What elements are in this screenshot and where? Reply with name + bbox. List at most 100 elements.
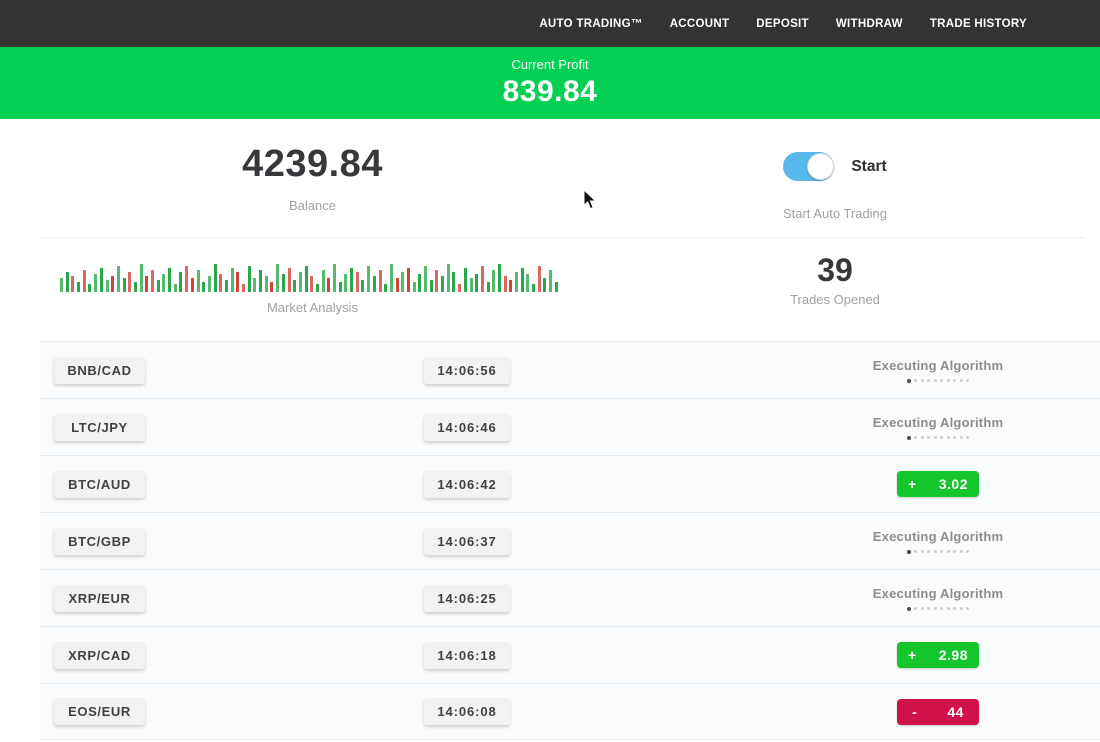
trade-time-badge: 14:06:56 bbox=[424, 356, 510, 384]
trades-opened-value: 39 bbox=[817, 252, 853, 288]
market-analysis-block: Market Analysis bbox=[40, 238, 585, 341]
progress-dot bbox=[946, 436, 950, 439]
market-bar bbox=[412, 282, 416, 292]
market-bar bbox=[207, 276, 211, 292]
market-bar bbox=[520, 268, 524, 292]
auto-trading-block: Start Start Auto Trading bbox=[585, 119, 1085, 237]
market-bar bbox=[435, 270, 439, 292]
progress-dot bbox=[933, 379, 937, 382]
trade-status: Executing Algorithm bbox=[838, 586, 1038, 611]
market-bar bbox=[537, 266, 541, 292]
progress-dot bbox=[914, 550, 918, 553]
start-auto-trading-label: Start Auto Trading bbox=[782, 206, 888, 221]
market-bar bbox=[139, 264, 143, 292]
result-sign: - bbox=[912, 703, 918, 720]
trade-status: +2.98 bbox=[838, 642, 1038, 668]
pair-badge: XRP/EUR bbox=[54, 584, 145, 612]
result-amount: 3.02 bbox=[938, 476, 968, 492]
pair-badge: BTC/GBP bbox=[54, 527, 145, 555]
toggle-start-label: Start bbox=[851, 157, 887, 175]
progress-dots bbox=[838, 606, 1038, 611]
progress-dot bbox=[927, 607, 931, 610]
trades-opened-block: 39 Trades Opened bbox=[585, 238, 1085, 341]
progress-dots bbox=[838, 378, 1038, 383]
top-navbar: AUTO TRADING™ ACCOUNT DEPOSIT WITHDRAW TRADE… bbox=[0, 0, 1100, 47]
market-bar bbox=[429, 280, 433, 292]
market-bar bbox=[355, 272, 359, 292]
trade-status: Executing Algorithm bbox=[838, 358, 1038, 383]
trade-row: LTC/JPY 14:06:46 Executing Algorithm bbox=[40, 398, 1100, 455]
mouse-cursor-icon bbox=[583, 190, 597, 210]
market-bar bbox=[509, 280, 513, 292]
market-bar bbox=[384, 284, 388, 292]
market-bar bbox=[543, 278, 547, 292]
nav-item-withdraw[interactable]: WITHDRAW bbox=[835, 17, 903, 30]
executing-algorithm-label: Executing Algorithm bbox=[872, 585, 1004, 601]
market-bar bbox=[259, 270, 263, 292]
market-bar bbox=[515, 272, 518, 292]
progress-dot bbox=[906, 606, 911, 611]
market-bar bbox=[441, 276, 445, 292]
market-bar bbox=[446, 264, 450, 292]
market-bar bbox=[270, 282, 274, 292]
progress-dot bbox=[927, 436, 931, 439]
progress-dot bbox=[906, 378, 911, 383]
market-bar bbox=[168, 268, 172, 292]
market-bar bbox=[116, 266, 120, 292]
market-bar bbox=[503, 276, 507, 292]
market-bar bbox=[151, 270, 154, 292]
progress-dot bbox=[933, 607, 937, 610]
progress-dot bbox=[946, 607, 950, 610]
market-bar bbox=[247, 266, 251, 292]
progress-dot bbox=[927, 379, 931, 382]
progress-dot bbox=[933, 550, 937, 553]
nav-item-trade-history[interactable]: TRADE HISTORY bbox=[929, 17, 1027, 30]
market-bar bbox=[327, 278, 331, 292]
market-bar bbox=[71, 276, 75, 292]
nav-item-deposit[interactable]: DEPOSIT bbox=[756, 17, 809, 30]
trade-status: Executing Algorithm bbox=[838, 529, 1038, 554]
market-bar bbox=[372, 276, 376, 292]
progress-dot bbox=[953, 436, 957, 439]
progress-dot bbox=[906, 435, 911, 440]
progress-dots bbox=[838, 549, 1038, 554]
market-bar bbox=[65, 272, 69, 292]
market-bar bbox=[321, 270, 325, 292]
result-amount: 2.98 bbox=[938, 647, 968, 663]
market-bar bbox=[554, 282, 558, 292]
progress-dot bbox=[959, 607, 963, 610]
progress-dot bbox=[906, 549, 911, 554]
trade-row: XRP/CAD 14:06:18 +2.98 bbox=[40, 626, 1100, 683]
result-sign: + bbox=[908, 647, 917, 663]
trades-opened-label: Trades Opened bbox=[790, 292, 880, 307]
market-bar bbox=[298, 272, 302, 292]
executing-algorithm-label: Executing Algorithm bbox=[872, 357, 1004, 373]
market-bar bbox=[224, 280, 228, 292]
pair-badge: BNB/CAD bbox=[54, 356, 145, 384]
trade-status: Executing Algorithm bbox=[838, 415, 1038, 440]
market-bar bbox=[213, 264, 217, 292]
market-bar bbox=[361, 280, 365, 292]
nav-item-account[interactable]: ACCOUNT bbox=[669, 17, 730, 30]
nav-item-auto-trading[interactable]: AUTO TRADING™ bbox=[539, 17, 643, 30]
progress-dot bbox=[959, 379, 963, 382]
market-bar bbox=[458, 284, 462, 292]
progress-dot bbox=[927, 550, 931, 553]
market-bar bbox=[315, 284, 319, 292]
result-badge-profit: +3.02 bbox=[897, 471, 979, 497]
market-bar bbox=[122, 278, 126, 292]
market-bar bbox=[276, 264, 280, 292]
stats-row-market: Market Analysis 39 Trades Opened bbox=[40, 238, 1085, 341]
market-bar bbox=[475, 274, 479, 292]
progress-dot bbox=[953, 550, 957, 553]
current-profit-banner: Current Profit 839.84 bbox=[0, 47, 1100, 119]
market-bar bbox=[162, 274, 166, 292]
result-badge-loss: - 44 bbox=[897, 698, 979, 725]
market-bar bbox=[219, 274, 223, 292]
market-bar bbox=[367, 266, 371, 292]
market-bar bbox=[452, 272, 456, 292]
trade-time-badge: 14:06:25 bbox=[424, 584, 510, 612]
auto-trading-toggle[interactable] bbox=[783, 152, 835, 181]
market-bar bbox=[202, 282, 206, 292]
pair-badge: EOS/EUR bbox=[54, 698, 145, 725]
